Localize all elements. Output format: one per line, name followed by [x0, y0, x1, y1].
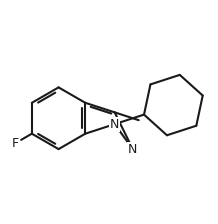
Text: F: F	[12, 137, 19, 150]
Text: N: N	[110, 118, 119, 131]
Text: N: N	[128, 143, 138, 156]
